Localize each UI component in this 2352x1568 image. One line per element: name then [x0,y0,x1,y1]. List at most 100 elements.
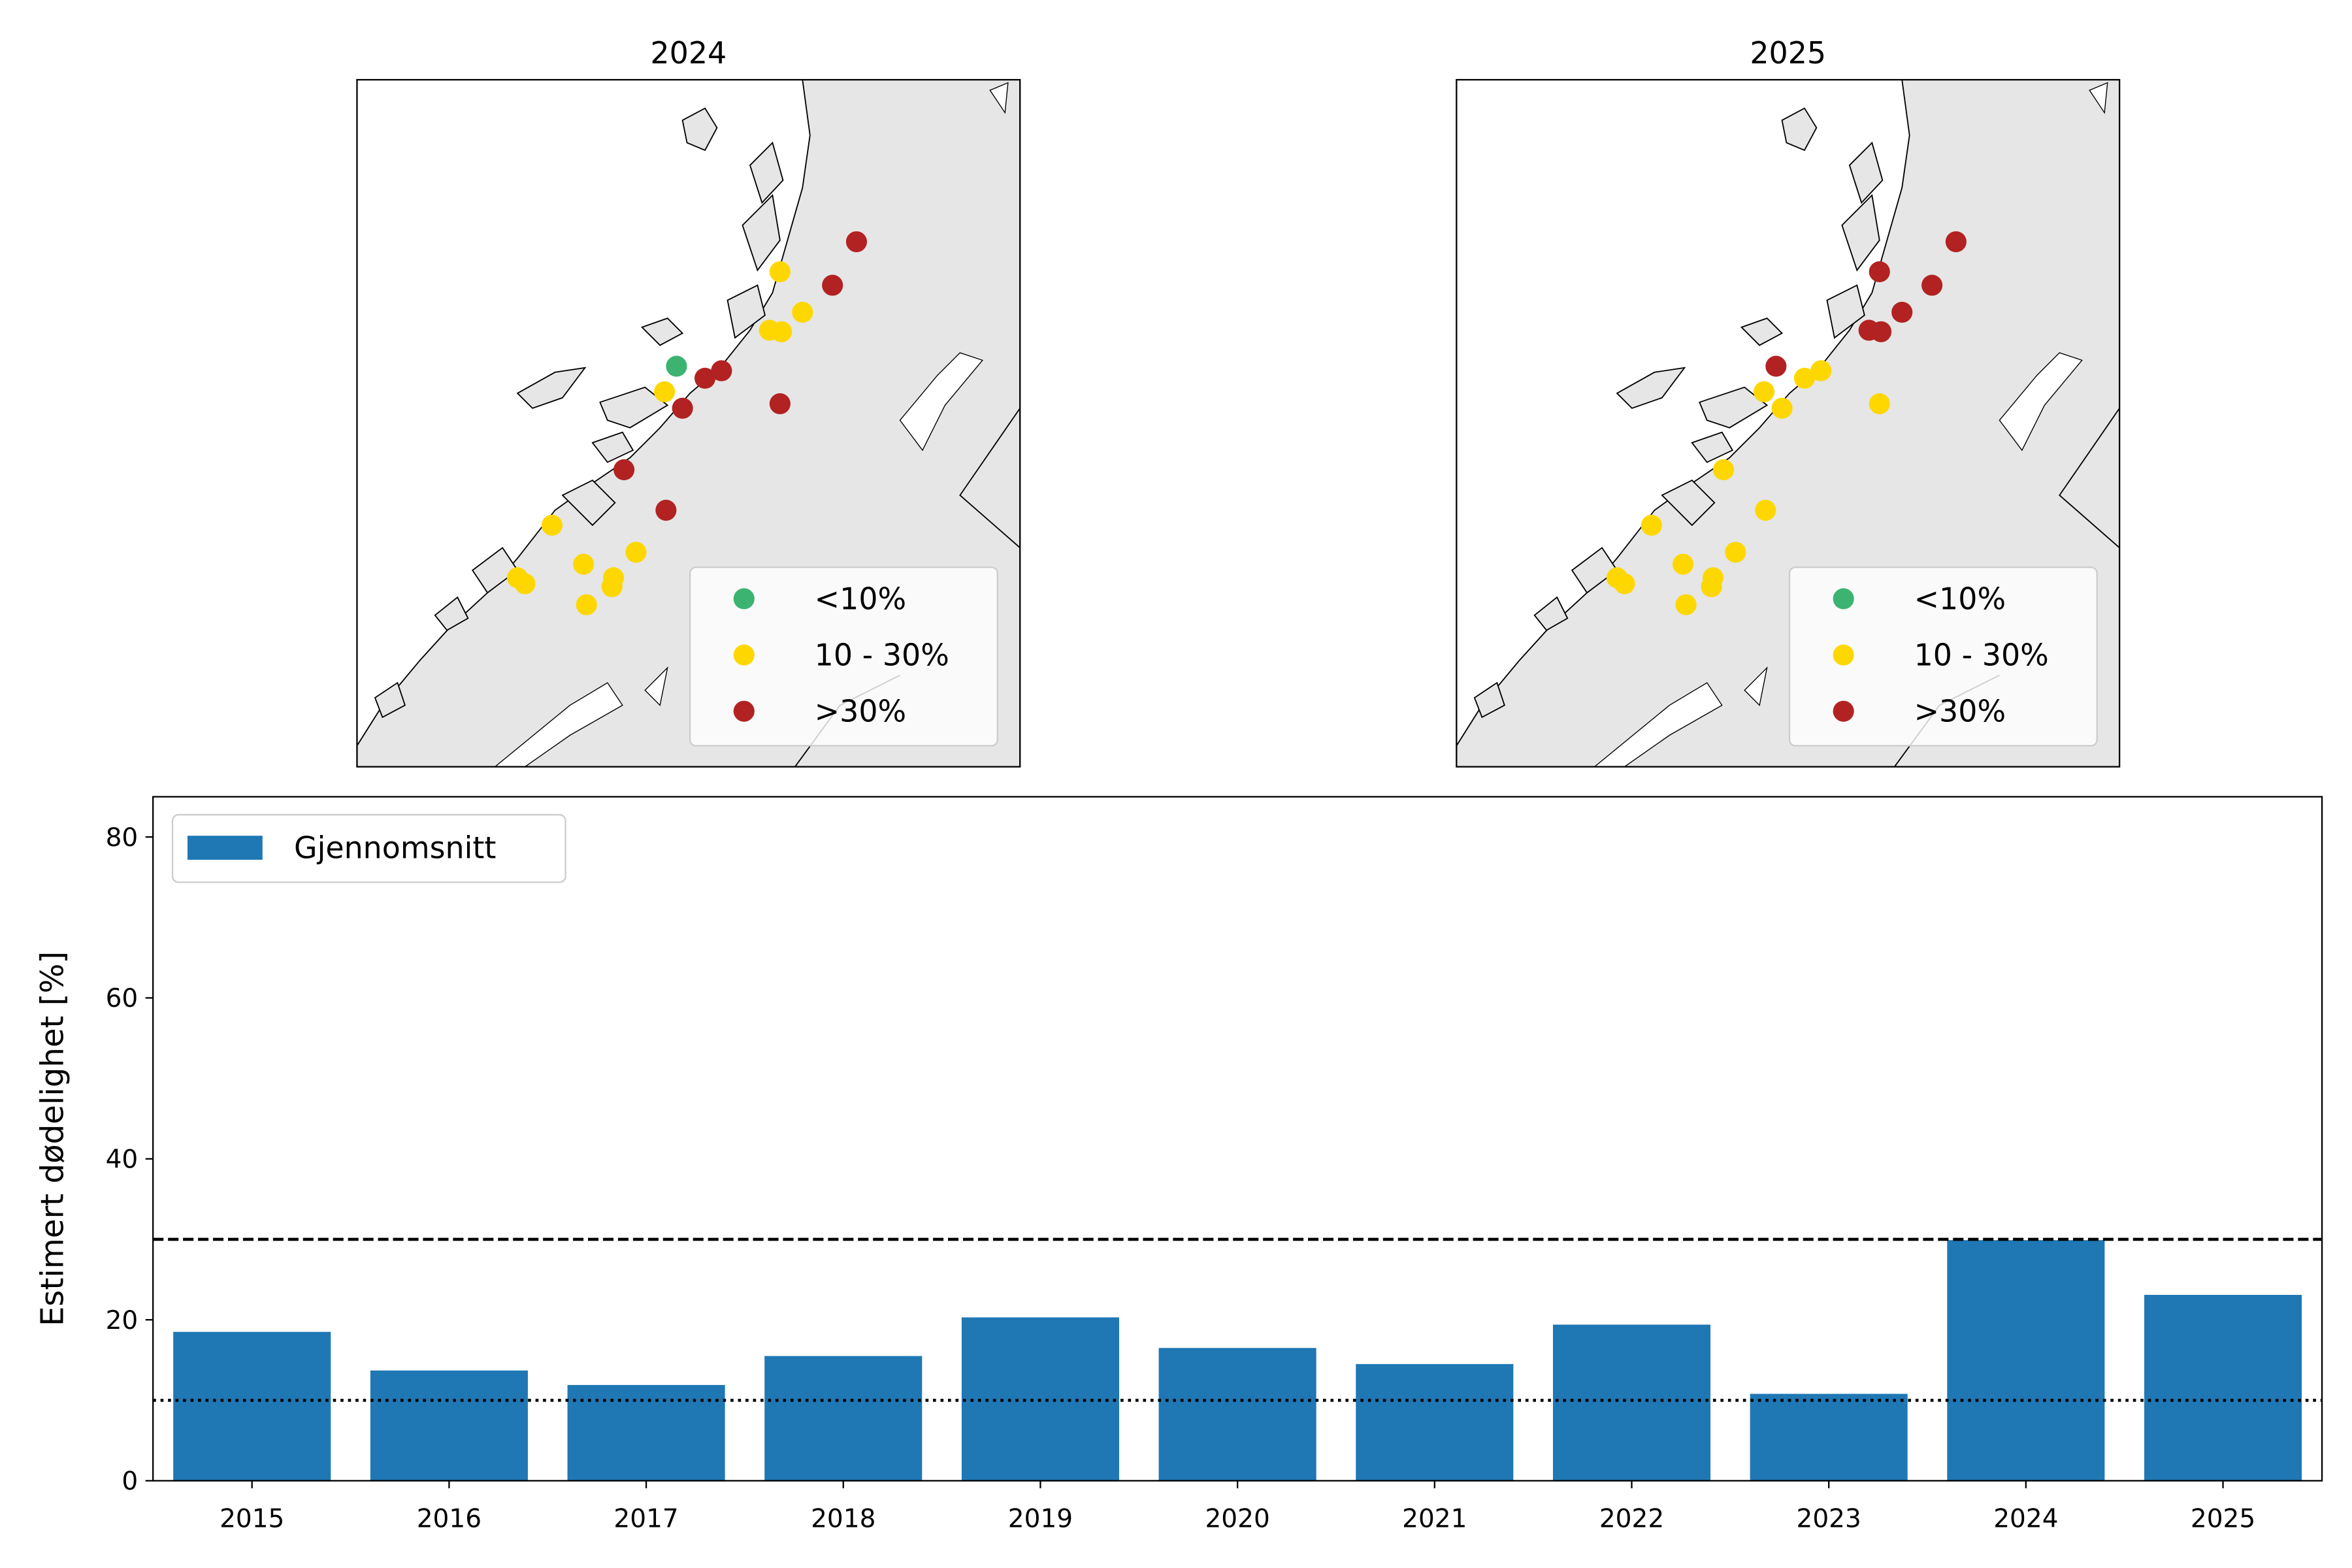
map-panel-2025: 2025 <10% 10 - 30% >30% [1456,35,2121,768]
legend-label: 10 - 30% [1914,638,2049,673]
site-marker [822,274,843,296]
site-marker [1755,499,1776,521]
legend-marker [733,644,755,666]
legend-label: >30% [1914,694,2006,729]
bar-2025 [2144,1294,2302,1481]
island [681,107,718,152]
island [1826,284,1865,339]
bar-2021 [1356,1364,1514,1481]
site-marker [1672,553,1694,575]
legend-label: Gjennomsnitt [294,830,496,866]
legend-marker [1833,644,1854,666]
map-title: 2024 [650,35,727,71]
legend-marker [733,588,755,610]
site-marker [711,360,732,382]
bar-2022 [1552,1324,1711,1481]
site-marker [1869,261,1890,283]
y-tick-label: 0 [122,1467,138,1496]
site-marker [672,397,693,419]
lake [2089,82,2108,114]
island [1841,193,1880,272]
x-tick-label: 2021 [1402,1505,1467,1534]
island [1473,681,1505,719]
site-marker [1870,321,1892,342]
island [1691,431,1734,463]
site-marker [1921,274,1943,296]
x-tick-label: 2017 [613,1505,678,1534]
island [374,681,406,719]
island [1848,141,1884,204]
site-marker [1869,393,1890,415]
lake [1999,352,2083,451]
x-tick-label: 2016 [417,1505,482,1534]
lake [644,666,668,706]
island [1661,479,1716,527]
site-marker [792,301,813,323]
site-marker [1712,459,1735,481]
site-marker [694,367,716,389]
site-marker [769,261,791,283]
y-tick-label: 40 [106,1145,139,1175]
site-marker [666,355,687,377]
legend-frame [1788,566,2098,747]
map-legend: <10% 10 - 30% >30% [689,566,998,747]
bar-2023 [1750,1394,1908,1481]
island [1533,596,1569,631]
island [516,367,587,409]
y-tick-label: 80 [106,823,139,853]
legend-marker [1833,700,1854,722]
legend-label: >30% [815,694,907,729]
site-marker [1765,355,1787,377]
island [561,479,616,527]
bar-2015 [173,1331,331,1481]
x-tick-label: 2018 [811,1505,875,1534]
x-tick-label: 2023 [1797,1505,1861,1534]
legend-label: <10% [815,581,907,617]
y-tick-label: 20 [106,1306,139,1335]
bar-legend: Gjennomsnitt [171,813,566,883]
bar-2024 [1947,1240,2105,1481]
legend-label: 10 - 30% [815,638,949,673]
x-tick-label: 2025 [2191,1505,2255,1534]
bar-2018 [764,1356,923,1481]
bar-2020 [1158,1348,1316,1481]
site-marker [514,573,536,595]
y-axis-label: Estimert dødelighet [%] [34,951,71,1326]
site-marker [541,514,563,536]
site-marker [771,321,792,342]
island [742,193,781,272]
site-marker [1771,397,1793,419]
site-marker [1891,301,1913,323]
island [1616,367,1686,409]
x-tick-label: 2022 [1599,1505,1664,1534]
site-marker [845,231,868,253]
site-marker [613,459,635,481]
island [1781,107,1818,152]
site-marker [655,499,677,521]
legend-frame [171,813,566,883]
legend-marker [733,700,755,722]
x-tick-label: 2024 [1993,1505,2058,1534]
y-tick-label: 60 [106,984,139,1013]
site-marker [1945,231,1967,253]
site-marker [601,576,623,598]
site-marker [654,381,676,402]
site-marker [576,594,597,615]
island [749,141,784,204]
x-tick-label: 2020 [1205,1505,1269,1534]
lake [494,682,623,767]
island [599,386,669,429]
legend-marker [1833,588,1854,610]
lake [989,82,1009,114]
legend-frame [689,566,998,747]
site-marker [625,542,647,563]
map-title: 2025 [1750,35,1826,71]
site-marker [1701,576,1722,598]
site-marker [1641,514,1662,536]
map-panel-2024: 2024 <10% 10 - 30% >30% [356,35,1021,768]
site-marker [1614,573,1635,595]
site-marker [1793,367,1816,389]
site-marker [1675,594,1697,615]
